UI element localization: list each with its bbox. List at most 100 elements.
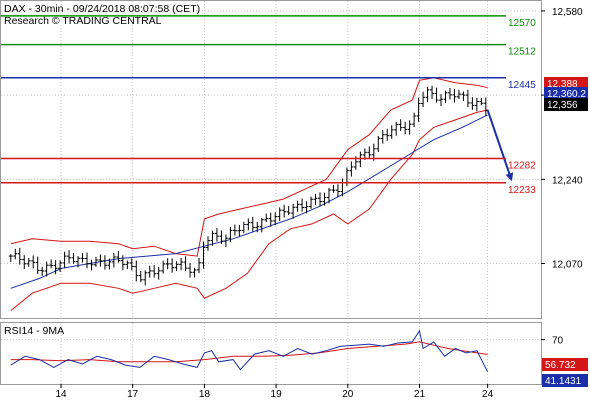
price-tag: 12,356: [544, 98, 588, 111]
ohlc-bar: [147, 265, 152, 278]
ohlc-bar: [452, 88, 457, 103]
level-label-resistance: 12570: [508, 18, 536, 29]
svg-text:41.1431: 41.1431: [545, 376, 582, 387]
bollinger-lower-line: [10, 109, 488, 311]
x-tick-label: 20: [342, 389, 354, 400]
ohlc-bar: [44, 261, 49, 277]
ohlc-bar: [479, 97, 484, 106]
ohlc-bar: [35, 256, 40, 274]
ohlc-bar: [282, 204, 287, 218]
ohlc-bar: [214, 228, 219, 242]
ohlc-bar: [412, 112, 417, 128]
ohlc-bar: [134, 260, 139, 282]
svg-text:12,356: 12,356: [547, 100, 578, 111]
ohlc-bar: [232, 224, 237, 236]
rsi-ma-line: [10, 341, 488, 363]
moving-average-line: [10, 114, 488, 289]
chart-header-source: Research © TRADING CENTRAL: [4, 15, 162, 27]
ohlc-bar: [22, 255, 27, 270]
rsi-panel-frame: [0, 322, 542, 385]
ohlc-bar: [71, 253, 76, 264]
ohlc-bar: [259, 217, 264, 233]
price-y-tick-label: 12,580: [552, 7, 583, 18]
price-tag: 12,360.2: [544, 87, 588, 100]
ohlc-bar: [407, 120, 412, 135]
ohlc-bar: [331, 184, 336, 193]
ohlc-bar: [26, 258, 31, 267]
x-tick-label: 21: [414, 389, 426, 400]
forecast-arrow: [486, 109, 514, 182]
rsi-y-axis: 70: [541, 336, 564, 347]
ohlc-bar: [398, 119, 403, 131]
svg-text:56.732: 56.732: [545, 360, 576, 371]
ohlc-bar: [389, 125, 394, 139]
ohlc-bar: [76, 256, 81, 268]
ohlc-bar: [210, 230, 215, 246]
ohlc-bar: [322, 192, 327, 206]
ohlc-bar: [326, 187, 331, 204]
price-tag: 12,388: [544, 77, 588, 90]
ohlc-bar: [156, 266, 161, 280]
svg-text:12,360.2: 12,360.2: [547, 89, 586, 100]
horizontal-levels: 12570 12512 12445 12282 12233: [1, 15, 536, 196]
ohlc-bar: [161, 260, 166, 274]
ohlc-bar: [102, 255, 107, 270]
ohlc-bar: [192, 267, 197, 278]
level-label-support: 12233: [508, 185, 536, 196]
ohlc-bar: [434, 87, 439, 103]
x-tick-label: 18: [199, 389, 211, 400]
rsi-tag: 56.732: [542, 358, 588, 371]
ohlc-bar: [40, 266, 45, 276]
ohlc-bar: [17, 247, 22, 265]
ohlc-bar: [174, 261, 179, 272]
rsi-panel-title: RSI14 - 9MA: [4, 325, 64, 337]
ohlc-bar: [349, 161, 354, 177]
ohlc-bar: [474, 97, 479, 112]
ohlc-bar: [143, 270, 148, 286]
rsi-tag: 41.1431: [542, 374, 588, 387]
svg-text:12,388: 12,388: [547, 79, 578, 90]
ohlc-bar: [273, 212, 278, 226]
ohlc-bar: [425, 86, 430, 103]
x-tick-label: 14: [55, 389, 67, 400]
ohlc-bar: [304, 201, 309, 214]
ohlc-bar: [461, 91, 466, 101]
x-tick-label: 17: [127, 389, 139, 400]
ohlc-bar: [318, 192, 323, 207]
ohlc-bar: [421, 91, 426, 108]
ohlc-bar: [138, 270, 143, 283]
ohlc-bar: [49, 259, 54, 269]
level-label-pivot: 12445: [508, 80, 536, 91]
ohlc-bar: [197, 257, 202, 274]
level-label-support: 12282: [508, 161, 536, 172]
ohlc-bar: [470, 97, 475, 110]
ohlc-bar: [80, 253, 85, 263]
rsi-grid: [1, 323, 541, 384]
ohlc-bar: [170, 258, 175, 273]
ohlc-bar: [84, 252, 89, 269]
ohlc-bar: [188, 263, 193, 278]
ohlc-bar: [13, 248, 18, 260]
ohlc-bar: [335, 184, 340, 198]
rsi-y-tick-label: 70: [552, 336, 564, 347]
ohlc-bar: [8, 254, 13, 263]
ohlc-bar: [219, 230, 224, 245]
price-y-tick-label: 12,070: [552, 260, 583, 271]
ohlc-bar: [264, 213, 269, 223]
ohlc-bar: [439, 94, 444, 106]
ohlc-bar: [205, 236, 210, 251]
ohlc-bar: [223, 234, 228, 248]
ohlc-bar: [367, 146, 372, 159]
ohlc-bar: [403, 121, 408, 135]
ohlc-bar: [255, 221, 260, 233]
ohlc-bar: [313, 193, 318, 205]
ohlc-bar: [107, 258, 112, 270]
ohlc-bar: [430, 85, 435, 100]
price-grid: [1, 1, 541, 318]
price-panel-frame: [0, 0, 542, 319]
ohlc-bar: [295, 200, 300, 212]
ohlc-bar: [443, 90, 448, 104]
